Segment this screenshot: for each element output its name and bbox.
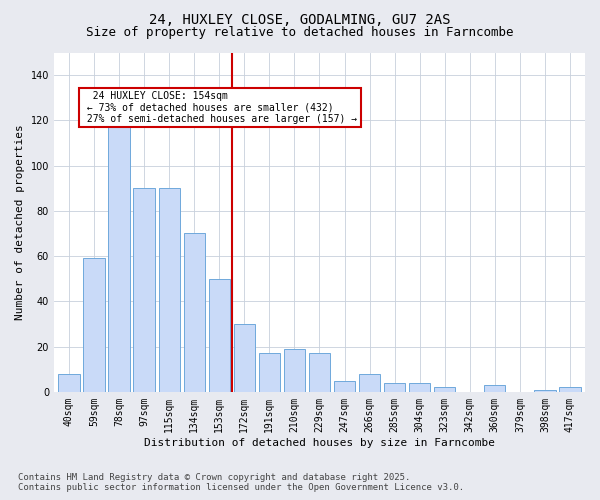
Text: 24 HUXLEY CLOSE: 154sqm  
 ← 73% of detached houses are smaller (432)
 27% of se: 24 HUXLEY CLOSE: 154sqm ← 73% of detache…	[82, 91, 358, 124]
Bar	[259, 354, 280, 392]
Bar	[434, 388, 455, 392]
Y-axis label: Number of detached properties: Number of detached properties	[15, 124, 25, 320]
Bar	[284, 349, 305, 392]
X-axis label: Distribution of detached houses by size in Farncombe: Distribution of detached houses by size …	[144, 438, 495, 448]
Bar	[384, 383, 405, 392]
Bar	[484, 385, 505, 392]
Bar	[409, 383, 430, 392]
Text: Contains HM Land Registry data © Crown copyright and database right 2025.
Contai: Contains HM Land Registry data © Crown c…	[18, 473, 464, 492]
Bar	[233, 324, 255, 392]
Bar	[158, 188, 180, 392]
Bar	[58, 374, 80, 392]
Bar	[133, 188, 155, 392]
Bar	[209, 278, 230, 392]
Bar	[109, 98, 130, 392]
Text: Size of property relative to detached houses in Farncombe: Size of property relative to detached ho…	[86, 26, 514, 39]
Bar	[334, 380, 355, 392]
Text: 24, HUXLEY CLOSE, GODALMING, GU7 2AS: 24, HUXLEY CLOSE, GODALMING, GU7 2AS	[149, 12, 451, 26]
Bar	[184, 234, 205, 392]
Bar	[559, 388, 581, 392]
Bar	[359, 374, 380, 392]
Bar	[83, 258, 104, 392]
Bar	[309, 354, 330, 392]
Bar	[534, 390, 556, 392]
